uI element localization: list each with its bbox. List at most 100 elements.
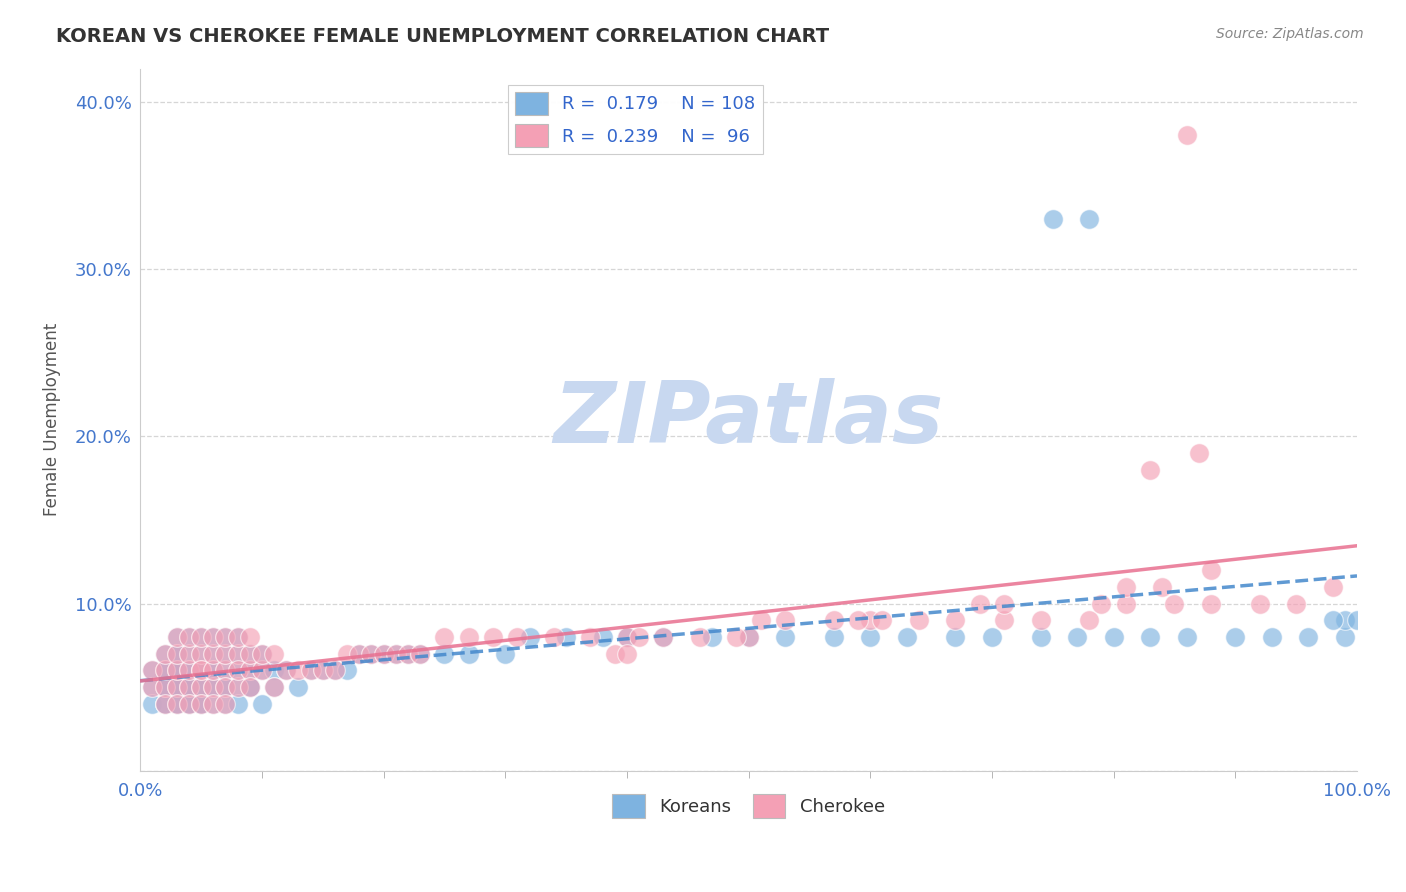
Point xyxy=(226,664,249,678)
Point xyxy=(202,630,225,644)
Point xyxy=(190,664,212,678)
Point xyxy=(336,664,359,678)
Point xyxy=(1346,613,1368,627)
Point xyxy=(226,630,249,644)
Point xyxy=(153,680,176,694)
Point xyxy=(250,647,273,661)
Point xyxy=(1163,597,1185,611)
Point xyxy=(349,647,371,661)
Point xyxy=(153,680,176,694)
Point xyxy=(190,680,212,694)
Point xyxy=(153,697,176,711)
Point xyxy=(384,647,406,661)
Point xyxy=(360,647,382,661)
Point xyxy=(969,597,991,611)
Point xyxy=(153,664,176,678)
Point xyxy=(239,680,262,694)
Point xyxy=(190,647,212,661)
Point xyxy=(239,647,262,661)
Point xyxy=(166,664,188,678)
Point xyxy=(287,680,309,694)
Point xyxy=(190,680,212,694)
Point xyxy=(214,630,236,644)
Point xyxy=(226,664,249,678)
Point xyxy=(373,647,395,661)
Point xyxy=(214,680,236,694)
Point xyxy=(700,630,723,644)
Point xyxy=(190,630,212,644)
Point xyxy=(323,664,346,678)
Point xyxy=(214,680,236,694)
Point xyxy=(1139,630,1161,644)
Point xyxy=(457,630,479,644)
Point xyxy=(555,630,578,644)
Text: ZIPatlas: ZIPatlas xyxy=(554,378,943,461)
Point xyxy=(945,630,967,644)
Point xyxy=(141,680,163,694)
Point xyxy=(749,613,772,627)
Point xyxy=(823,630,845,644)
Point xyxy=(202,680,225,694)
Point xyxy=(190,697,212,711)
Point xyxy=(1261,630,1284,644)
Point xyxy=(373,647,395,661)
Point xyxy=(190,664,212,678)
Point xyxy=(433,630,456,644)
Point xyxy=(579,630,602,644)
Point xyxy=(1152,580,1174,594)
Point xyxy=(896,630,918,644)
Point xyxy=(166,647,188,661)
Point xyxy=(177,664,200,678)
Legend: Koreans, Cherokee: Koreans, Cherokee xyxy=(605,788,893,825)
Point xyxy=(1115,580,1137,594)
Point xyxy=(1333,630,1355,644)
Point xyxy=(616,647,638,661)
Point xyxy=(384,647,406,661)
Point xyxy=(250,647,273,661)
Point xyxy=(859,613,882,627)
Point xyxy=(214,697,236,711)
Point xyxy=(239,680,262,694)
Point xyxy=(1102,630,1125,644)
Point xyxy=(652,630,675,644)
Point xyxy=(226,647,249,661)
Point xyxy=(519,630,541,644)
Point xyxy=(1029,630,1052,644)
Point xyxy=(153,647,176,661)
Point xyxy=(603,647,626,661)
Point xyxy=(166,664,188,678)
Point xyxy=(1199,563,1222,577)
Point xyxy=(239,664,262,678)
Point xyxy=(166,664,188,678)
Point xyxy=(323,664,346,678)
Point xyxy=(1249,597,1271,611)
Point xyxy=(1225,630,1247,644)
Point xyxy=(823,613,845,627)
Point xyxy=(981,630,1004,644)
Point xyxy=(141,680,163,694)
Point xyxy=(482,630,505,644)
Point xyxy=(396,647,419,661)
Point xyxy=(177,647,200,661)
Point xyxy=(1322,613,1344,627)
Point xyxy=(166,647,188,661)
Point xyxy=(166,697,188,711)
Point xyxy=(276,664,298,678)
Point xyxy=(263,664,285,678)
Point xyxy=(689,630,711,644)
Point xyxy=(190,647,212,661)
Point xyxy=(263,680,285,694)
Point xyxy=(1199,597,1222,611)
Point xyxy=(166,680,188,694)
Point xyxy=(214,680,236,694)
Point xyxy=(166,680,188,694)
Point xyxy=(349,647,371,661)
Point xyxy=(299,664,322,678)
Point xyxy=(543,630,565,644)
Point xyxy=(190,664,212,678)
Point xyxy=(773,630,796,644)
Point xyxy=(276,664,298,678)
Point xyxy=(153,697,176,711)
Point xyxy=(312,664,335,678)
Point xyxy=(214,664,236,678)
